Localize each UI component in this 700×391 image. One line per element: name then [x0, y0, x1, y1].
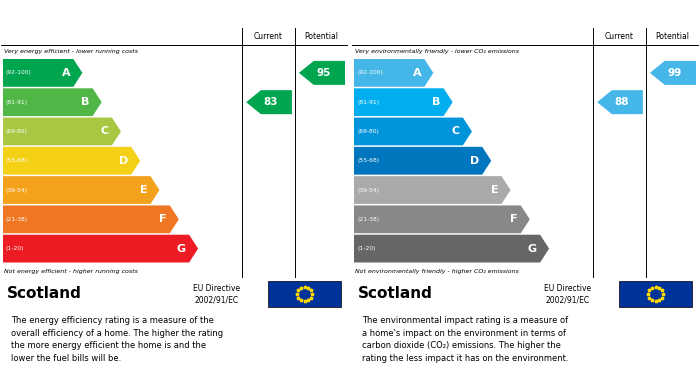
- Text: F: F: [510, 214, 518, 224]
- Text: C: C: [452, 126, 460, 136]
- Polygon shape: [354, 118, 472, 145]
- Text: Scotland: Scotland: [7, 287, 82, 301]
- Text: D: D: [470, 156, 480, 166]
- Text: (92-100): (92-100): [6, 70, 32, 75]
- Text: (39-54): (39-54): [6, 188, 28, 192]
- Text: (55-68): (55-68): [6, 158, 28, 163]
- Polygon shape: [650, 61, 696, 85]
- Text: 95: 95: [316, 68, 330, 78]
- Polygon shape: [3, 205, 178, 233]
- Text: (21-38): (21-38): [357, 217, 379, 222]
- Polygon shape: [354, 235, 549, 262]
- Text: Potential: Potential: [655, 32, 690, 41]
- Text: (92-100): (92-100): [357, 70, 383, 75]
- Bar: [268, 281, 341, 307]
- Polygon shape: [354, 59, 433, 87]
- Text: 99: 99: [667, 68, 682, 78]
- Text: C: C: [101, 126, 109, 136]
- Text: A: A: [62, 68, 70, 78]
- Text: Current: Current: [254, 32, 283, 41]
- Text: Very environmentally friendly - lower CO₂ emissions: Very environmentally friendly - lower CO…: [355, 50, 519, 54]
- Polygon shape: [246, 90, 292, 114]
- Text: Scotland: Scotland: [358, 287, 433, 301]
- Text: The environmental impact rating is a measure of
a home's impact on the environme: The environmental impact rating is a mea…: [363, 316, 569, 363]
- Text: E: E: [140, 185, 148, 195]
- Text: The energy efficiency rating is a measure of the
overall efficiency of a home. T: The energy efficiency rating is a measur…: [11, 316, 223, 363]
- Polygon shape: [3, 59, 83, 87]
- Text: Environmental Impact (CO₂) Rating: Environmental Impact (CO₂) Rating: [363, 9, 581, 19]
- Text: (39-54): (39-54): [357, 188, 379, 192]
- Text: Current: Current: [605, 32, 634, 41]
- Text: B: B: [433, 97, 440, 107]
- Text: (1-20): (1-20): [6, 246, 25, 251]
- Text: Energy Efficiency Rating: Energy Efficiency Rating: [11, 9, 164, 19]
- Text: (69-80): (69-80): [357, 129, 379, 134]
- Polygon shape: [354, 147, 491, 175]
- Text: E: E: [491, 185, 498, 195]
- Text: (69-80): (69-80): [6, 129, 28, 134]
- Polygon shape: [354, 88, 453, 116]
- Polygon shape: [3, 147, 140, 175]
- Polygon shape: [3, 88, 101, 116]
- Text: 83: 83: [263, 97, 278, 107]
- Polygon shape: [3, 176, 160, 204]
- Text: G: G: [177, 244, 186, 254]
- Text: (81-91): (81-91): [6, 100, 28, 105]
- Text: D: D: [119, 156, 128, 166]
- Text: A: A: [413, 68, 421, 78]
- Text: 88: 88: [615, 97, 629, 107]
- Text: (81-91): (81-91): [357, 100, 379, 105]
- Text: (21-38): (21-38): [6, 217, 28, 222]
- Text: EU Directive
2002/91/EC: EU Directive 2002/91/EC: [193, 283, 239, 305]
- Polygon shape: [597, 90, 643, 114]
- Text: Not environmentally friendly - higher CO₂ emissions: Not environmentally friendly - higher CO…: [355, 269, 519, 273]
- Polygon shape: [354, 176, 510, 204]
- Text: EU Directive
2002/91/EC: EU Directive 2002/91/EC: [544, 283, 591, 305]
- Text: Very energy efficient - lower running costs: Very energy efficient - lower running co…: [4, 50, 138, 54]
- Text: Potential: Potential: [304, 32, 339, 41]
- Polygon shape: [299, 61, 345, 85]
- Text: F: F: [160, 214, 167, 224]
- Text: Not energy efficient - higher running costs: Not energy efficient - higher running co…: [4, 269, 138, 273]
- Polygon shape: [354, 205, 530, 233]
- Polygon shape: [3, 235, 198, 262]
- Text: B: B: [81, 97, 90, 107]
- Text: (55-68): (55-68): [357, 158, 379, 163]
- Polygon shape: [3, 118, 121, 145]
- Text: G: G: [528, 244, 537, 254]
- Text: (1-20): (1-20): [357, 246, 375, 251]
- Bar: [620, 281, 692, 307]
